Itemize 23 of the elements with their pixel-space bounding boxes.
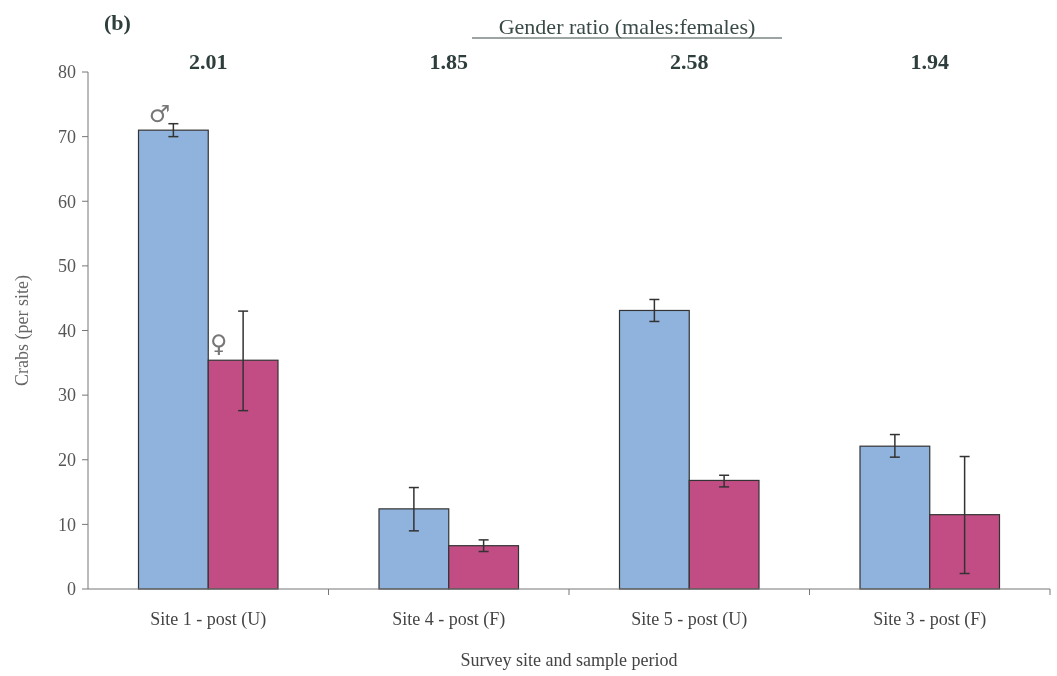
x-axis-title: Survey site and sample period <box>460 650 678 670</box>
y-tick-label: 70 <box>58 126 76 147</box>
x-tick-label: Site 5 - post (U) <box>631 609 748 630</box>
y-tick-label: 80 <box>58 62 76 83</box>
series-label: ♂ <box>148 100 171 129</box>
annotation: 1.85 <box>429 49 468 74</box>
x-tick-label: Site 4 - post (F) <box>392 609 506 630</box>
x-tick-label: Site 1 - post (U) <box>150 609 267 630</box>
y-tick-label: 50 <box>58 256 76 277</box>
text: (b) <box>104 10 131 35</box>
annotation: 2.01 <box>189 49 228 74</box>
y-tick-label: 30 <box>58 385 76 406</box>
chart-title: Gender ratio (males:females) <box>498 14 756 39</box>
y-axis-title: Crabs (per site) <box>12 275 33 386</box>
annotation: 2.58 <box>670 49 709 74</box>
y-tick-label: 40 <box>58 320 76 341</box>
x-tick-label: Site 3 - post (F) <box>873 609 987 630</box>
y-tick-label: 60 <box>58 191 76 212</box>
y-tick-label: 0 <box>67 579 76 600</box>
y-tick-label: 10 <box>58 514 76 535</box>
series-label: ♀ <box>209 330 228 359</box>
y-tick-label: 20 <box>58 450 76 471</box>
annotation: 1.94 <box>910 49 949 74</box>
